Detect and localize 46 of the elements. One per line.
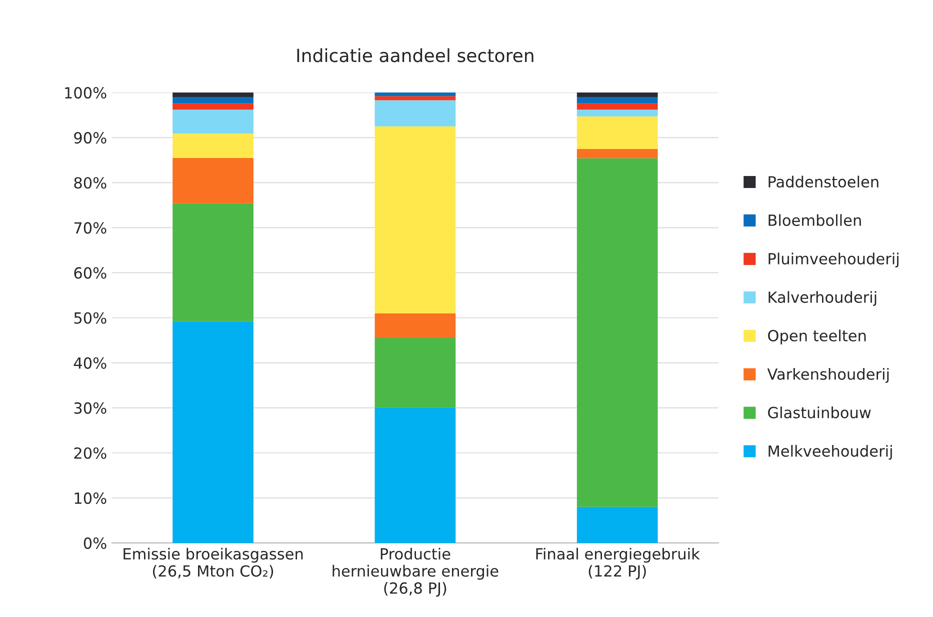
bar bbox=[172, 103, 254, 110]
bar bbox=[172, 203, 254, 322]
legend-label: Varkenshouderij bbox=[767, 368, 889, 383]
x-tick-label: Productie hernieuwbare energie (26,8 PJ) bbox=[332, 548, 498, 597]
chart-title: Indicatie aandeel sectoren bbox=[297, 48, 534, 62]
bar bbox=[576, 148, 658, 158]
y-tick-label: 20% bbox=[74, 447, 106, 459]
bar bbox=[172, 92, 254, 98]
bar bbox=[576, 158, 658, 507]
legend-label: Paddenstoelen bbox=[768, 176, 878, 188]
legend-label: Glastuinbouw bbox=[768, 406, 871, 418]
bar bbox=[172, 110, 254, 134]
bar bbox=[576, 97, 658, 104]
legend-label: Melkveehouderij bbox=[768, 444, 892, 460]
bar bbox=[172, 321, 254, 543]
y-tick-label: 70% bbox=[74, 222, 106, 234]
bar bbox=[374, 100, 456, 126]
bar bbox=[172, 134, 254, 158]
bar bbox=[576, 506, 658, 543]
bar bbox=[374, 96, 456, 100]
bar bbox=[576, 110, 658, 116]
legend-label: Pluimveehouderij bbox=[768, 252, 898, 268]
y-tick-label: 60% bbox=[74, 267, 106, 279]
bar bbox=[374, 338, 456, 408]
bar bbox=[374, 126, 456, 314]
bar bbox=[576, 92, 658, 98]
y-tick-label: 100% bbox=[65, 87, 106, 99]
bar bbox=[576, 116, 658, 149]
y-tick-label: 40% bbox=[74, 357, 106, 369]
y-tick-label: 90% bbox=[74, 132, 106, 144]
bar bbox=[172, 158, 254, 204]
x-tick-label: Finaal energiegebruik (122 PJ) bbox=[536, 548, 700, 580]
bar bbox=[374, 92, 456, 96]
legend-label: Bloembollen bbox=[768, 214, 861, 226]
legend-label: Kalverhouderij bbox=[768, 291, 876, 306]
y-tick-label: 80% bbox=[74, 177, 106, 189]
legend-label: Open teelten bbox=[768, 330, 866, 344]
bar bbox=[172, 97, 254, 104]
x-tick-label: Emissie broeikasgassen (26,5 Mton CO₂) bbox=[124, 548, 303, 579]
y-tick-label: 0% bbox=[84, 537, 106, 549]
bar bbox=[576, 103, 658, 110]
y-tick-label: 50% bbox=[74, 312, 106, 324]
y-tick-label: 30% bbox=[74, 402, 106, 414]
bar bbox=[374, 313, 456, 338]
bar bbox=[374, 408, 456, 543]
y-tick-label: 10% bbox=[74, 492, 106, 504]
